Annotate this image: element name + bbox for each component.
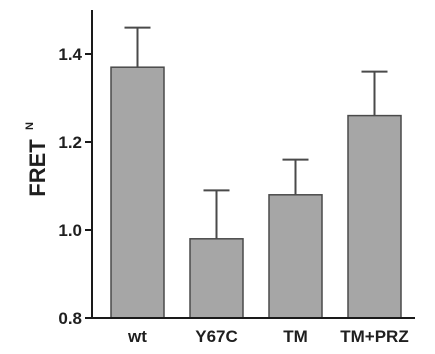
y-tick-label-1.4: 1.4 [58, 45, 82, 64]
x-labels-group: wt Y67C TM TM+PRZ [127, 327, 409, 346]
x-tick-label-tm: TM [283, 327, 308, 346]
x-tick-label-tm-prz: TM+PRZ [340, 327, 408, 346]
bars-group [110, 66, 402, 319]
y-axis-title: FRET [25, 139, 50, 197]
x-tick-label-y67c: Y67C [195, 327, 238, 346]
error-bars-group [124, 26, 388, 239]
x-tick-label-wt: wt [127, 327, 147, 346]
y-tick-label-1.0: 1.0 [58, 221, 82, 240]
y-axis-label: FRET N [24, 122, 50, 197]
y-tick-label-1.2: 1.2 [58, 133, 82, 152]
y-ticks-group: 0.8 1.0 1.2 1.4 [58, 45, 92, 328]
axes-group [91, 10, 415, 319]
y-tick-label-0.8: 0.8 [58, 309, 82, 328]
y-axis-title-superscript: N [24, 122, 36, 130]
bar-tm [268, 194, 323, 319]
bar-y67c [189, 238, 244, 319]
bar-wt [110, 66, 165, 319]
bar-tm-prz [347, 114, 402, 319]
